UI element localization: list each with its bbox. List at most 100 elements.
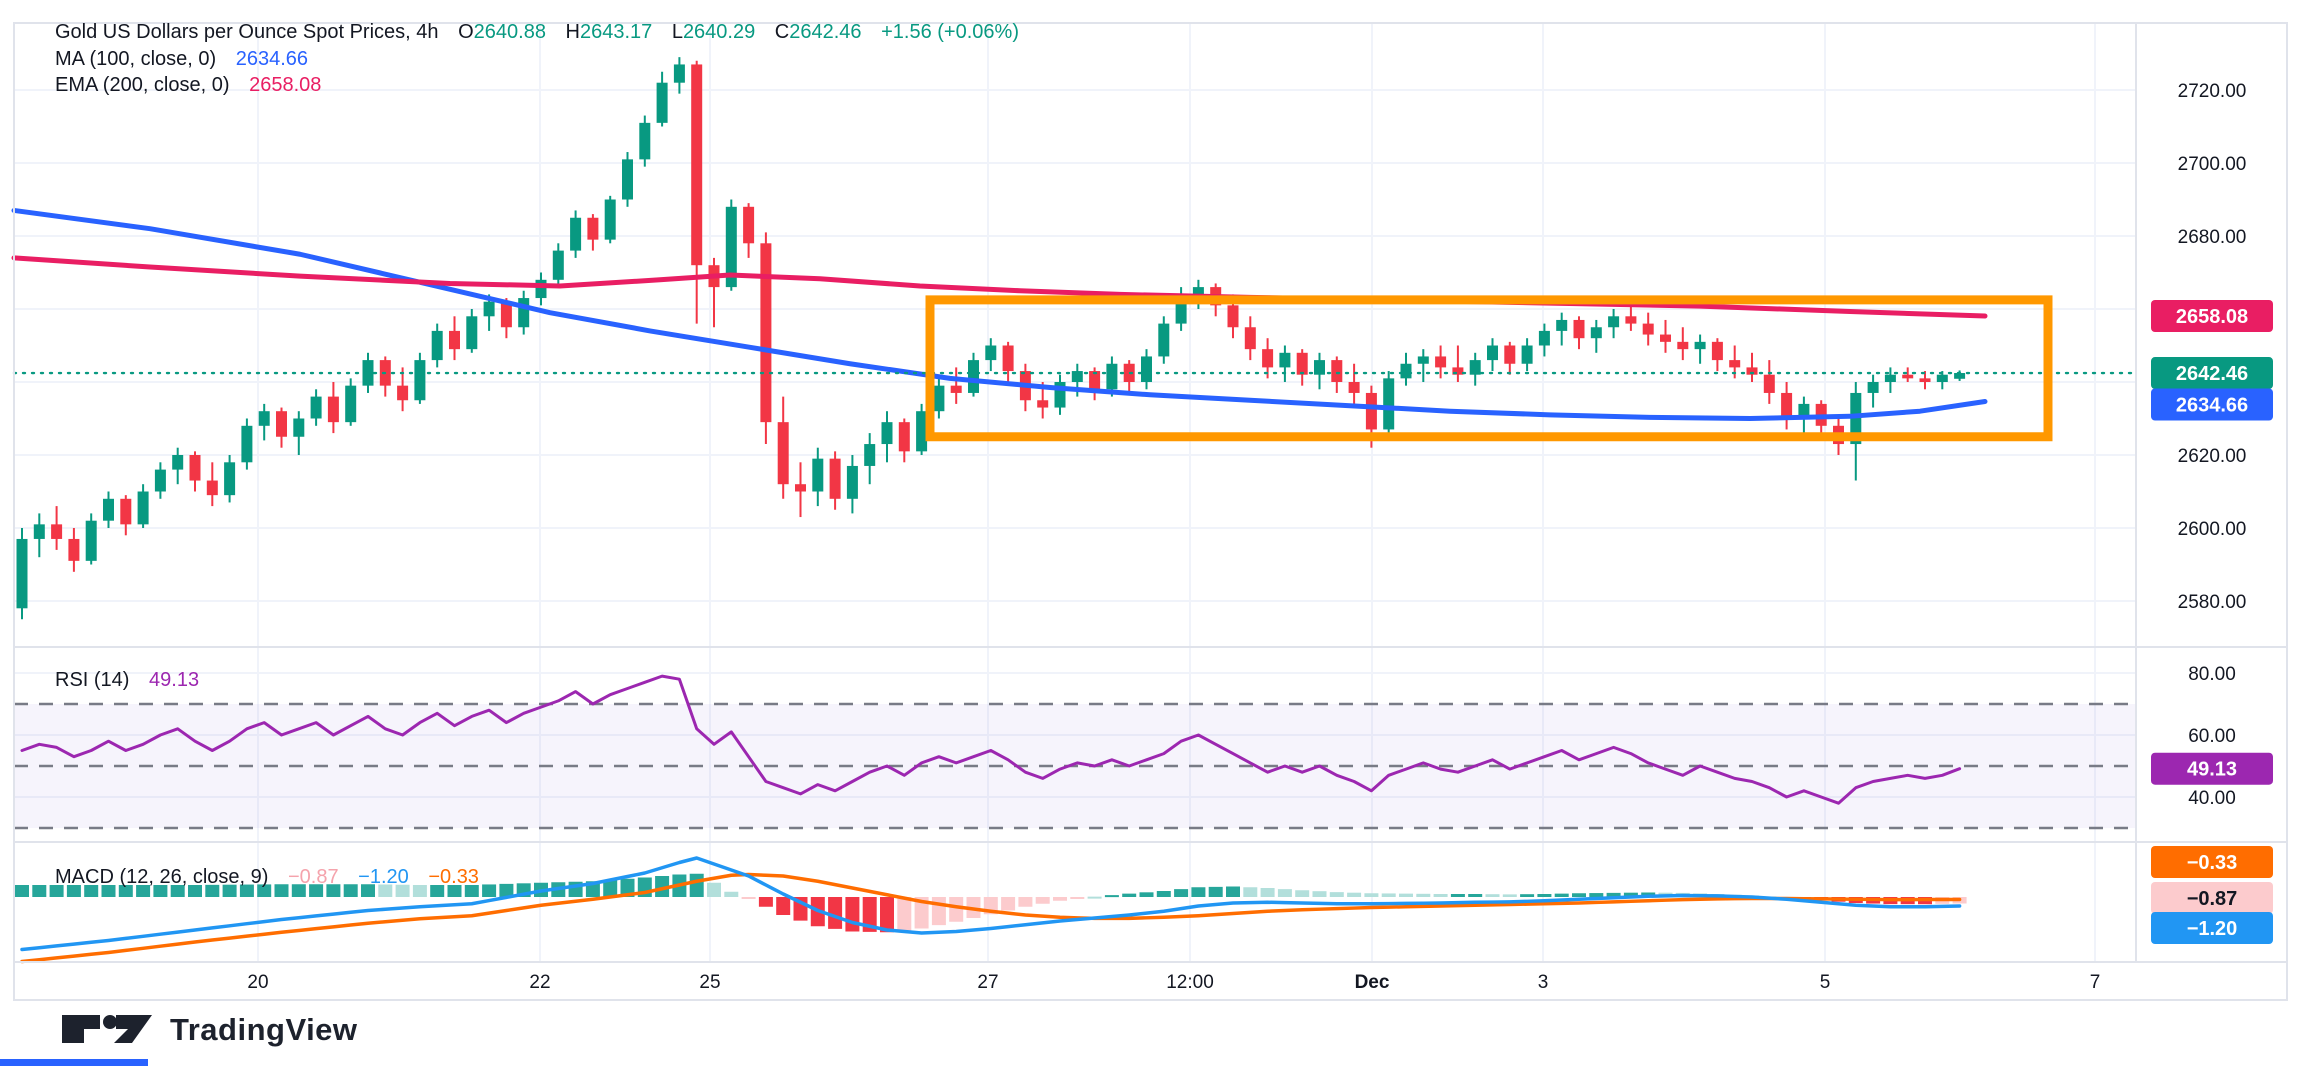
candle-body xyxy=(587,217,599,240)
candle-body xyxy=(1279,352,1291,368)
candle-body xyxy=(933,385,945,412)
macd-histogram-bar xyxy=(412,885,427,897)
macd-hist-badge xyxy=(2151,882,2273,914)
candle-body xyxy=(1556,319,1568,331)
ema-legend-row[interactable]: EMA (200, close, 0) 2658.08 xyxy=(55,74,321,97)
macd-histogram-bar xyxy=(1191,887,1206,897)
candle-body xyxy=(1677,341,1689,350)
candle-body xyxy=(950,385,962,393)
macd-histogram-bar xyxy=(914,897,929,929)
macd-histogram-bar xyxy=(1001,897,1016,911)
rsi-legend-row[interactable]: RSI (14) 49.13 xyxy=(55,669,199,692)
macd-signal-line xyxy=(20,872,1962,964)
macd-histogram-bar xyxy=(1554,893,1569,897)
price-tick-label: 2680.00 xyxy=(2178,227,2247,248)
macd-histogram-bar xyxy=(862,897,877,932)
macd-histogram-bar xyxy=(1606,892,1621,897)
candle-body xyxy=(154,469,166,492)
candle-body xyxy=(1244,327,1256,350)
macd-signal-badge xyxy=(2151,846,2273,878)
candle-body xyxy=(1798,403,1810,419)
candle-body xyxy=(1936,374,1948,382)
candle-body xyxy=(1141,356,1152,382)
candle-body xyxy=(51,524,63,539)
candle-body xyxy=(760,243,772,423)
candle-body xyxy=(691,64,703,266)
macd-histogram-bar xyxy=(1260,888,1275,897)
candle-body xyxy=(518,298,530,328)
macd-histogram-bar xyxy=(84,885,99,897)
macd-histogram-bar xyxy=(1174,889,1189,897)
candle-body xyxy=(1781,392,1793,419)
macd-histogram-bar xyxy=(153,885,168,897)
macd-histogram-bar xyxy=(136,885,151,897)
macd-histogram-bar xyxy=(1468,894,1483,897)
price-tick-label: 2580.00 xyxy=(2178,592,2247,613)
macd-histogram-bar xyxy=(430,885,445,897)
candle-body xyxy=(258,411,270,426)
brand-text: TradingView xyxy=(170,1012,358,1047)
macd-histogram-bar xyxy=(1139,892,1154,897)
main-legend-row[interactable]: Gold US Dollars per Ounce Spot Prices, 4… xyxy=(55,21,1033,44)
macd-histogram-bar xyxy=(1329,892,1344,897)
candle-body xyxy=(985,345,997,361)
time-tick-label: 22 xyxy=(529,972,550,993)
macd-histogram-bar xyxy=(326,884,341,897)
macd-histogram-bar xyxy=(689,873,704,897)
ma-badge xyxy=(2151,388,2273,421)
candle-body xyxy=(137,491,149,525)
last-price-badge xyxy=(2151,357,2273,390)
candle-body xyxy=(1071,371,1083,382)
macd-histogram-bar xyxy=(101,885,116,897)
candle-body xyxy=(1314,360,1325,375)
ma-legend-row[interactable]: MA (100, close, 0) 2634.66 xyxy=(55,48,308,71)
candle-body xyxy=(1711,341,1723,361)
candle-body xyxy=(431,330,443,361)
rsi-line xyxy=(20,674,1962,805)
macd-legend-row[interactable]: MACD (12, 26, close, 9) −0.87 −1.20 −0.3… xyxy=(55,866,493,889)
macd-histogram-bar xyxy=(118,885,133,897)
price-tick-label: 2720.00 xyxy=(2178,81,2247,102)
time-tick-label: Dec xyxy=(1355,972,1390,993)
candle-body xyxy=(1348,382,1360,393)
macd-histogram-bar xyxy=(49,885,64,897)
macd-histogram-bar xyxy=(482,884,497,897)
range-annotation-box[interactable] xyxy=(925,295,2053,442)
candle-body xyxy=(1296,352,1308,375)
candle-body xyxy=(103,498,114,521)
macd-histogram-bar xyxy=(1070,897,1085,899)
rsi-tick-label: 40.00 xyxy=(2188,788,2236,809)
candle-body xyxy=(535,279,547,299)
candle-body xyxy=(968,360,979,393)
candle-body xyxy=(1158,323,1170,357)
macd-histogram-bar xyxy=(1035,897,1050,904)
macd-histogram-bar xyxy=(1572,893,1586,897)
candle-body xyxy=(1227,305,1239,328)
candle-body xyxy=(1002,345,1014,372)
candle-body xyxy=(1365,392,1377,430)
candle-body xyxy=(327,396,339,423)
candle-body xyxy=(483,301,495,317)
candle-body xyxy=(1538,330,1550,346)
ma100-line xyxy=(11,207,1988,421)
macd-hist-value: −0.87 xyxy=(287,866,339,888)
macd-histogram-bar xyxy=(1381,893,1396,897)
candle-body xyxy=(622,159,633,200)
candle-body xyxy=(743,206,755,244)
macd-histogram-bar xyxy=(655,876,670,897)
macd-hist-badge-label: −0.87 xyxy=(2187,888,2238,910)
bottom-scroll-strip[interactable] xyxy=(0,1059,148,1066)
candle-body xyxy=(1919,378,1931,382)
tradingview-attribution[interactable]: TradingView xyxy=(60,1012,358,1048)
candle-body xyxy=(725,206,737,288)
macd-histogram-bar xyxy=(1364,893,1379,897)
macd-line-value: −1.20 xyxy=(358,866,409,888)
candle-body xyxy=(1660,334,1671,342)
ohlc-close: C2642.46 xyxy=(774,21,862,43)
candle-body xyxy=(1435,356,1447,368)
candle-body xyxy=(1573,319,1585,339)
candle-body xyxy=(414,360,426,401)
macd-histogram-bar xyxy=(464,885,479,897)
